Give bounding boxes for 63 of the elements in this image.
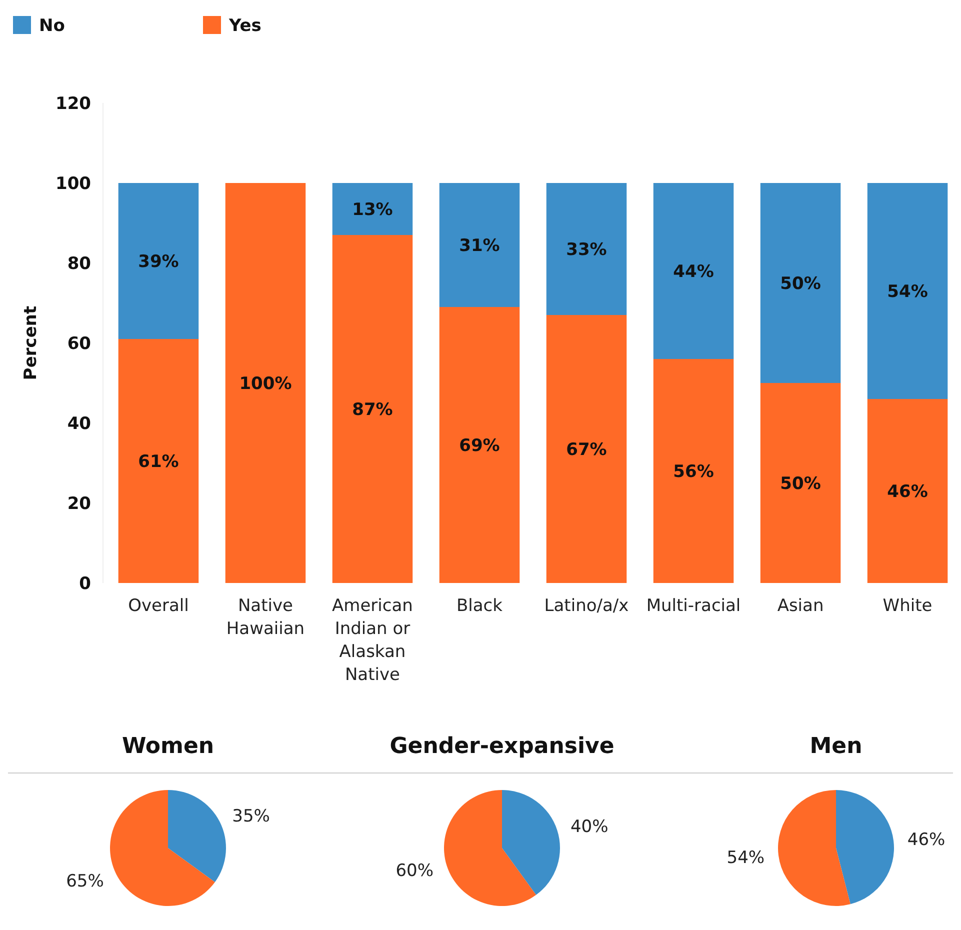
data-label: 56% — [673, 462, 714, 482]
chart-title: Gender-expansive — [390, 734, 614, 759]
bar — [653, 359, 734, 583]
y-tick-label: 20 — [67, 494, 92, 514]
bar — [439, 307, 520, 583]
data-label: 39% — [138, 252, 179, 272]
bar — [546, 183, 627, 315]
x-tick-label: Native Hawaiian — [226, 596, 305, 639]
y-tick-label: 0 — [79, 574, 92, 594]
bar — [118, 183, 199, 339]
x-tick-label: Overall — [128, 596, 189, 616]
data-label: 61% — [138, 452, 179, 472]
legend-label: Yes — [228, 16, 262, 36]
data-label: 100% — [239, 374, 292, 394]
pie-slice — [444, 790, 536, 906]
pie-slice — [836, 790, 894, 904]
data-label: 46% — [887, 482, 928, 502]
x-tick-label: White — [882, 596, 932, 616]
bar — [439, 183, 520, 307]
data-label: 54% — [726, 848, 765, 868]
data-label: 54% — [887, 282, 928, 302]
data-label: 33% — [566, 240, 607, 260]
bar — [760, 183, 841, 383]
data-label: 40% — [570, 816, 608, 837]
y-tick-label: 100 — [56, 174, 92, 194]
y-axis-title: Percent — [21, 306, 41, 380]
legend-label: No — [39, 16, 65, 36]
bar — [867, 399, 948, 583]
y-tick-label: 120 — [56, 94, 92, 114]
data-label: 50% — [780, 474, 821, 494]
data-label: 44% — [673, 262, 714, 282]
data-label: 46% — [907, 830, 946, 850]
data-label: 35% — [232, 806, 270, 826]
y-tick-label: 60 — [67, 334, 92, 354]
data-label: 69% — [459, 436, 500, 456]
data-label: 13% — [352, 200, 393, 220]
data-label: 60% — [396, 861, 434, 882]
bar — [332, 235, 413, 583]
data-label: 65% — [66, 872, 104, 892]
x-tick-label: American Indian or Alaskan Native — [332, 596, 413, 685]
data-label: 87% — [352, 400, 393, 420]
pie-slice — [502, 790, 560, 895]
chart-title: Women — [122, 734, 214, 759]
pie-slice — [110, 790, 215, 906]
y-tick-label: 40 — [67, 414, 92, 434]
pie-slice — [778, 790, 850, 906]
bar — [332, 183, 413, 235]
bar — [225, 183, 306, 583]
x-tick-label: Asian — [777, 596, 824, 616]
pie-slice — [168, 790, 226, 882]
bar — [760, 383, 841, 583]
x-tick-label: Black — [456, 596, 503, 616]
data-label: 67% — [566, 440, 607, 460]
chart-title: Men — [810, 734, 862, 759]
data-label: 31% — [459, 236, 500, 256]
data-label: 50% — [780, 274, 821, 294]
bar — [118, 339, 199, 583]
x-tick-label: Multi-racial — [646, 596, 741, 616]
x-tick-label: Latino/a/x — [544, 596, 629, 616]
bar — [546, 315, 627, 583]
bar — [867, 183, 948, 399]
y-tick-label: 80 — [67, 254, 92, 274]
bar — [653, 183, 734, 359]
